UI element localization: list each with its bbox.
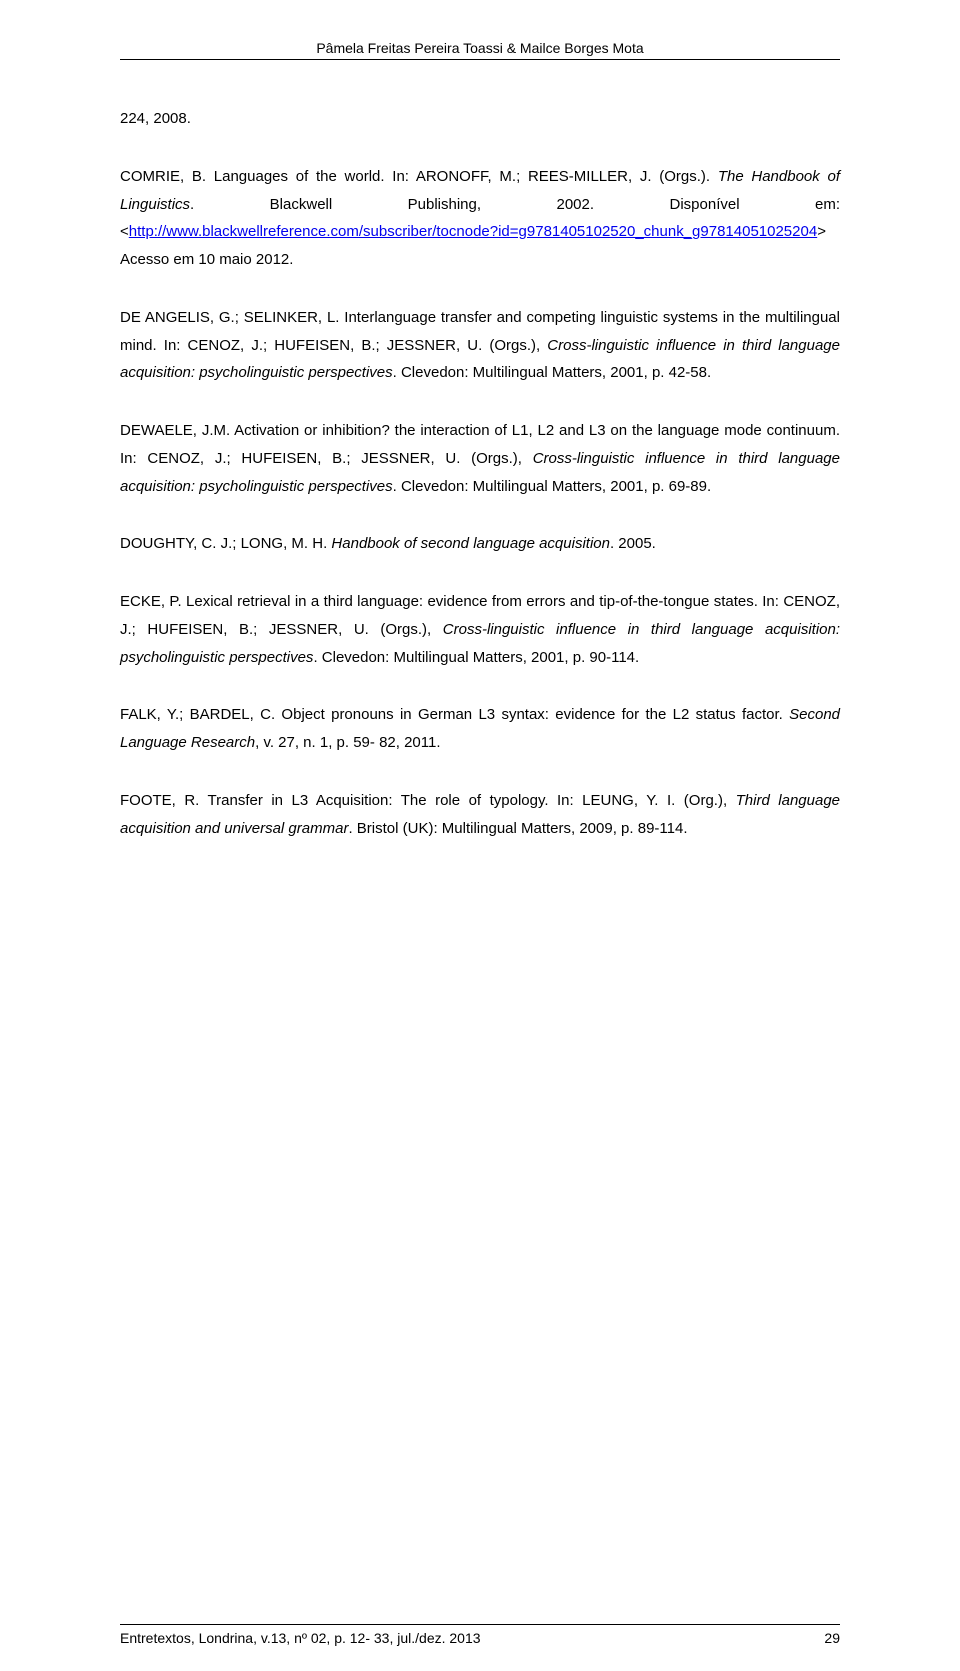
ref-ecke: ECKE, P. Lexical retrieval in a third la… bbox=[120, 588, 840, 671]
ref-comrie-link[interactable]: http://www.blackwellreference.com/subscr… bbox=[129, 223, 817, 240]
ref-comrie-text-before: COMRIE, B. Languages of the world. In: A… bbox=[120, 168, 718, 185]
ref-falk: FALK, Y.; BARDEL, C. Object pronouns in … bbox=[120, 701, 840, 757]
page-number: 29 bbox=[824, 1630, 840, 1646]
ref-de-angelis: DE ANGELIS, G.; SELINKER, L. Interlangua… bbox=[120, 304, 840, 387]
ref-dewaele-after: . Clevedon: Multilingual Matters, 2001, … bbox=[393, 478, 712, 495]
ref-dewaele: DEWAELE, J.M. Activation or inhibition? … bbox=[120, 417, 840, 500]
ref-de-angelis-after: . Clevedon: Multilingual Matters, 2001, … bbox=[393, 364, 712, 381]
ref-doughty-after: . 2005. bbox=[610, 535, 656, 552]
ref-ecke-after: . Clevedon: Multilingual Matters, 2001, … bbox=[313, 649, 639, 666]
ref-doughty-before: DOUGHTY, C. J.; LONG, M. H. bbox=[120, 535, 331, 552]
ref-doughty-title: Handbook of second language acquisition bbox=[331, 535, 610, 552]
page-container: Pâmela Freitas Pereira Toassi & Mailce B… bbox=[0, 0, 960, 1671]
ref-falk-after: , v. 27, n. 1, p. 59- 82, 2011. bbox=[255, 734, 440, 751]
footer-rule bbox=[120, 1624, 840, 1625]
ref-foote-before: FOOTE, R. Transfer in L3 Acquisition: Th… bbox=[120, 792, 736, 809]
header-authors: Pâmela Freitas Pereira Toassi & Mailce B… bbox=[120, 40, 840, 56]
footer-line: Entretextos, Londrina, v.13, nº 02, p. 1… bbox=[120, 1630, 840, 1646]
ref-foote-after: . Bristol (UK): Multilingual Matters, 20… bbox=[348, 820, 687, 837]
footer-citation: Entretextos, Londrina, v.13, nº 02, p. 1… bbox=[120, 1630, 481, 1646]
footer: Entretextos, Londrina, v.13, nº 02, p. 1… bbox=[120, 1624, 840, 1646]
ref-comrie: COMRIE, B. Languages of the world. In: A… bbox=[120, 163, 840, 274]
ref-doughty: DOUGHTY, C. J.; LONG, M. H. Handbook of … bbox=[120, 530, 840, 558]
ref-fragment-224: 224, 2008. bbox=[120, 105, 840, 133]
ref-falk-before: FALK, Y.; BARDEL, C. Object pronouns in … bbox=[120, 706, 789, 723]
ref-foote: FOOTE, R. Transfer in L3 Acquisition: Th… bbox=[120, 787, 840, 843]
header-rule bbox=[120, 59, 840, 60]
